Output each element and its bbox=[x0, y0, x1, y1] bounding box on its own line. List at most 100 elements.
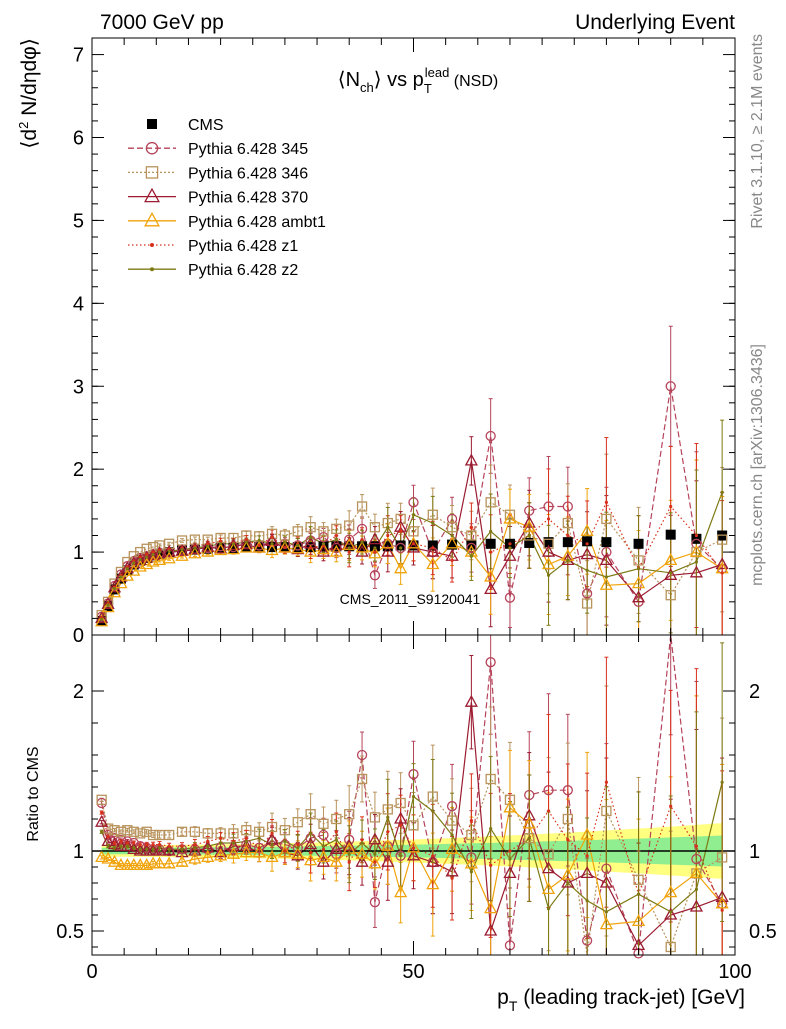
main-point-pythia-6-428-370 bbox=[381, 544, 395, 557]
ratio-point-pythia-6-428-z2 bbox=[386, 815, 390, 820]
main-point-pythia-6-428-z1 bbox=[489, 550, 493, 554]
ratio-point-pythia-6-428-z2 bbox=[360, 841, 364, 845]
main-point-pythia-6-428-345 bbox=[601, 546, 612, 558]
main-point-pythia-6-428-z2 bbox=[411, 513, 416, 517]
main-point-pythia-6-428-z2 bbox=[566, 558, 570, 562]
legend-label-pythia-6-428-345: Pythia 6.428 345 bbox=[188, 141, 308, 158]
ratio-point-pythia-6-428-z2 bbox=[283, 839, 287, 844]
ratio-point-pythia-6-428-z1 bbox=[489, 863, 493, 868]
main-point-pythia-6-428-z1 bbox=[546, 517, 551, 521]
ratio-point-pythia-6-428-346 bbox=[382, 804, 393, 815]
main-point-pythia-6-428-z2 bbox=[112, 586, 117, 591]
main-point-pythia-6-428-z1 bbox=[334, 533, 338, 538]
ratio-point-pythia-6-428-z1 bbox=[399, 823, 403, 828]
ratio-point-pythia-6-428-345 bbox=[581, 935, 593, 946]
main-point-cms bbox=[665, 529, 676, 540]
main-point-cms bbox=[466, 539, 477, 550]
main-point-pythia-6-428-370 bbox=[95, 611, 109, 624]
main-point-pythia-6-428-z2 bbox=[347, 546, 351, 550]
main-point-pythia-6-428-z1 bbox=[219, 539, 223, 543]
ratio-point-pythia-6-428-346 bbox=[408, 820, 419, 831]
main-point-pythia-6-428-z1 bbox=[469, 525, 473, 529]
ratio-point-pythia-6-428-ambt1 bbox=[329, 854, 343, 867]
ratio-point-pythia-6-428-ambt1 bbox=[599, 917, 613, 930]
main-point-cms bbox=[633, 538, 644, 549]
main-point-pythia-6-428-346 bbox=[716, 534, 728, 545]
main-point-pythia-6-428-z1 bbox=[270, 535, 274, 539]
ratio-point-pythia-6-428-z1 bbox=[450, 876, 454, 880]
main-point-pythia-6-428-ambt1 bbox=[316, 542, 331, 555]
ratio-point-pythia-6-428-345 bbox=[524, 789, 535, 801]
main-ylabel: ⟨d2 N/dηdφ⟩ bbox=[16, 38, 41, 149]
main-point-pythia-6-428-346 bbox=[292, 526, 303, 537]
ratio-point-pythia-6-428-z2 bbox=[180, 847, 184, 852]
main-point-pythia-6-428-370 bbox=[484, 582, 498, 595]
main-point-pythia-6-428-z1 bbox=[386, 533, 390, 538]
ratio-point-pythia-6-428-346 bbox=[279, 825, 291, 836]
ratio-point-pythia-6-428-346 bbox=[305, 809, 316, 820]
ratio-point-pythia-6-428-346 bbox=[109, 825, 120, 836]
ratio-point-pythia-6-428-z2 bbox=[270, 843, 274, 847]
main-point-pythia-6-428-z1 bbox=[604, 500, 609, 504]
ratio-point-pythia-6-428-346 bbox=[292, 817, 303, 828]
ratio-point-pythia-6-428-z1 bbox=[386, 830, 390, 834]
ratio-point-pythia-6-428-346 bbox=[189, 826, 201, 837]
legend-marker-pythia-6-428-z2 bbox=[150, 267, 154, 272]
main-ytick-label: 2 bbox=[73, 459, 84, 481]
markers-layer bbox=[95, 381, 729, 959]
ratio-point-pythia-6-428-z1 bbox=[566, 838, 570, 842]
ratio-point-pythia-6-428-ambt1 bbox=[580, 827, 594, 840]
ratio-point-pythia-6-428-370 bbox=[406, 848, 421, 861]
ratio-point-pythia-6-428-370 bbox=[426, 854, 440, 867]
main-point-pythia-6-428-ambt1 bbox=[226, 542, 241, 555]
ratio-point-pythia-6-428-ambt1 bbox=[503, 800, 517, 813]
main-point-pythia-6-428-370 bbox=[127, 556, 141, 569]
ratio-point-pythia-6-428-z2 bbox=[206, 844, 210, 848]
header-left: 7000 GeV pp bbox=[100, 11, 224, 34]
ratio-point-pythia-6-428-346 bbox=[228, 828, 239, 839]
ratio-point-pythia-6-428-346 bbox=[446, 815, 458, 826]
mcplots-label: mcplots.cern.ch [arXiv:1306.3436] bbox=[749, 344, 766, 586]
ratio-point-pythia-6-428-370 bbox=[188, 843, 202, 856]
ratio-point-pythia-6-428-z2 bbox=[334, 838, 338, 842]
main-point-pythia-6-428-346 bbox=[331, 523, 342, 535]
ratio-point-pythia-6-428-ambt1 bbox=[304, 853, 318, 866]
ratio-point-pythia-6-428-z2 bbox=[138, 847, 142, 852]
ratio-point-pythia-6-428-z1 bbox=[145, 843, 149, 847]
ratio-point-pythia-6-428-z2 bbox=[469, 870, 473, 874]
ratio-point-pythia-6-428-ambt1 bbox=[631, 914, 646, 927]
ratio-point-pythia-6-428-z1 bbox=[206, 839, 210, 844]
main-point-pythia-6-428-z2 bbox=[206, 544, 210, 548]
main-point-pythia-6-428-ambt1 bbox=[355, 540, 369, 553]
main-point-pythia-6-428-345 bbox=[665, 381, 676, 392]
ratio-point-pythia-6-428-345 bbox=[466, 852, 477, 863]
ratio-point-pythia-6-428-ambt1 bbox=[426, 877, 440, 890]
main-point-pythia-6-428-z2 bbox=[669, 571, 673, 575]
main-point-pythia-6-428-z2 bbox=[373, 546, 377, 550]
ratio-point-pythia-6-428-370 bbox=[127, 842, 141, 855]
main-point-pythia-6-428-z1 bbox=[669, 504, 673, 509]
main-point-pythia-6-428-370 bbox=[664, 567, 678, 580]
ratio-point-pythia-6-428-345 bbox=[115, 834, 127, 845]
ratio-point-pythia-6-428-346 bbox=[344, 809, 355, 820]
ratio-point-pythia-6-428-z2 bbox=[694, 887, 699, 892]
ratio-point-pythia-6-428-345 bbox=[408, 769, 419, 780]
main-point-pythia-6-428-ambt1 bbox=[201, 544, 215, 557]
main-point-pythia-6-428-370 bbox=[316, 544, 331, 557]
main-point-cms bbox=[292, 542, 303, 553]
main-point-pythia-6-428-370 bbox=[329, 538, 343, 551]
legend-marker-pythia-6-428-345 bbox=[145, 141, 159, 155]
main-point-pythia-6-428-370 bbox=[464, 453, 478, 466]
ratio-line-pythia-6-428-346 bbox=[101, 777, 723, 956]
main-point-pythia-6-428-ambt1 bbox=[278, 540, 292, 553]
main-point-pythia-6-428-z2 bbox=[106, 603, 110, 607]
main-point-pythia-6-428-z2 bbox=[257, 538, 261, 543]
ratio-point-pythia-6-428-370 bbox=[561, 875, 575, 888]
ratio-point-pythia-6-428-z1 bbox=[157, 843, 162, 847]
ratio-point-pythia-6-428-ambt1 bbox=[265, 850, 279, 863]
ratio-point-pythia-6-428-ambt1 bbox=[188, 851, 202, 864]
main-point-pythia-6-428-z1 bbox=[399, 529, 403, 533]
ratio-point-pythia-6-428-345 bbox=[601, 863, 612, 874]
main-point-pythia-6-428-z2 bbox=[270, 542, 274, 546]
legend-label-cms: CMS bbox=[188, 117, 224, 134]
